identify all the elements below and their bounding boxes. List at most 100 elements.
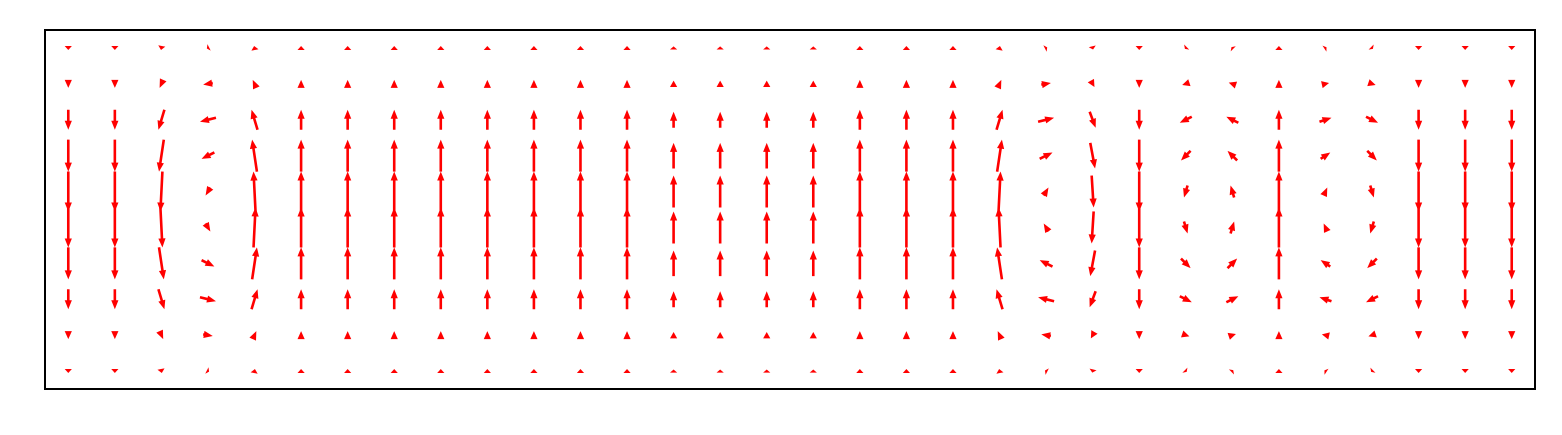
arrow [202, 330, 213, 339]
plot-area [45, 30, 1535, 389]
arrow [716, 46, 724, 50]
arrow [1135, 79, 1143, 88]
arrow [1039, 152, 1053, 161]
arrow [716, 369, 724, 373]
arrow [1089, 175, 1097, 208]
arrow [1088, 250, 1097, 277]
arrow [809, 111, 817, 128]
arrow [1319, 152, 1331, 161]
arrow [1039, 260, 1054, 268]
arrow [202, 221, 211, 232]
arrow [1414, 369, 1423, 374]
arrow [1181, 221, 1189, 234]
arrow [669, 142, 678, 169]
arrow [763, 80, 771, 88]
arrow [576, 331, 585, 340]
arrow [1180, 149, 1192, 161]
arrow [576, 289, 585, 310]
arrow [111, 207, 119, 248]
arrow [1414, 289, 1423, 310]
arrow [997, 331, 1005, 341]
arrow [1135, 109, 1143, 130]
arrow [111, 289, 119, 310]
arrow [623, 331, 631, 340]
arrow [995, 207, 1003, 248]
arrow [390, 289, 398, 310]
arrow [344, 139, 352, 172]
arrow [250, 171, 258, 212]
arrow [669, 111, 678, 128]
arrow [809, 142, 817, 169]
arrow [763, 331, 771, 339]
arrow [669, 331, 678, 339]
arrow [1461, 45, 1469, 50]
arrow [1135, 139, 1143, 172]
arrow [200, 258, 215, 267]
arrow [1041, 80, 1051, 89]
arrow [1322, 45, 1327, 52]
arrow [483, 79, 491, 88]
arrow [669, 211, 678, 244]
arrow [1182, 79, 1191, 87]
arrow [1461, 109, 1469, 130]
arrow [994, 79, 1002, 90]
arrow [205, 185, 214, 196]
arrow [763, 46, 771, 50]
arrow [206, 44, 211, 51]
arrow [297, 171, 305, 212]
arrow [483, 45, 491, 50]
arrow [1275, 171, 1283, 212]
arrow [1275, 207, 1283, 248]
arrow [809, 80, 817, 88]
arrow [576, 79, 585, 88]
arrow [994, 247, 1004, 280]
arrow [856, 331, 864, 340]
arrow [576, 109, 585, 130]
arrow [1414, 139, 1423, 172]
arrow [669, 80, 678, 88]
arrow [297, 109, 305, 130]
arrow [1275, 289, 1283, 310]
arrow [249, 331, 257, 341]
arrow [1366, 295, 1379, 303]
arrow [996, 369, 1004, 374]
arrow [1367, 257, 1378, 269]
arrow [1275, 369, 1283, 374]
arrow [297, 369, 305, 374]
arrow [1088, 111, 1096, 128]
arrow [64, 109, 72, 130]
arrow [1461, 139, 1469, 172]
arrow [437, 45, 445, 50]
arrow [623, 45, 631, 50]
arrow [856, 79, 864, 88]
arrow [344, 207, 352, 248]
arrow [716, 80, 724, 88]
arrow [1179, 295, 1192, 303]
arrow [157, 109, 166, 130]
arrow [1461, 289, 1469, 310]
arrow [390, 331, 398, 340]
arrow [297, 247, 305, 280]
arrow [995, 45, 1003, 51]
arrow [1087, 78, 1095, 88]
arrow [1461, 207, 1469, 248]
arrow [201, 151, 215, 159]
arrow [1319, 117, 1332, 125]
arrow [996, 171, 1004, 212]
arrow [297, 45, 305, 50]
arrow [390, 171, 398, 212]
arrow [669, 175, 678, 208]
arrows [64, 44, 1516, 375]
arrow [483, 207, 491, 248]
arrow [623, 289, 631, 310]
arrow [297, 207, 305, 248]
arrow [64, 207, 72, 248]
arrow [949, 331, 957, 340]
arrow [949, 369, 957, 374]
arrow [1180, 257, 1191, 269]
arrow [111, 139, 119, 172]
arrow [856, 45, 864, 50]
arrow [902, 331, 911, 340]
arrow [669, 46, 678, 50]
